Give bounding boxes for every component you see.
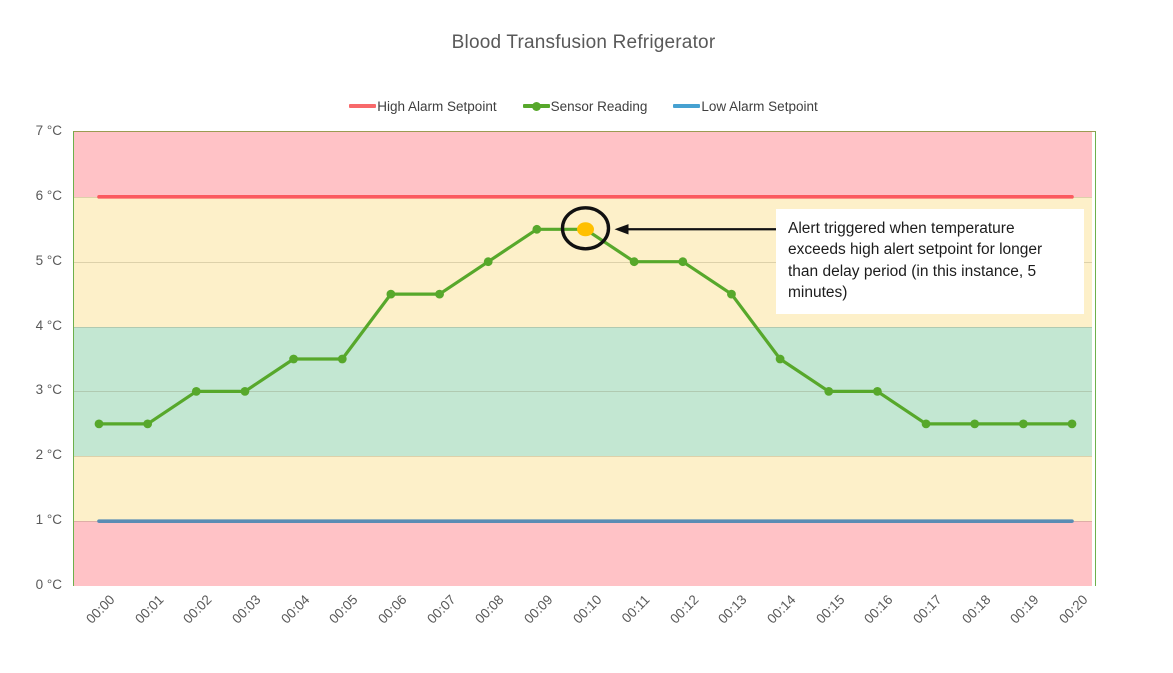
low-alarm-line-swatch — [673, 104, 701, 108]
y-axis-tick-label: 0 °C — [35, 577, 62, 592]
x-axis-tick-label: 00:17 — [910, 592, 945, 627]
y-axis-tick-label: 3 °C — [35, 382, 62, 398]
x-axis-tick-label: 00:12 — [666, 592, 702, 627]
gridline-2 — [74, 456, 1092, 458]
legend-label: Sensor Reading — [550, 98, 648, 114]
sensor-data-point — [678, 257, 688, 267]
chart-title: Blood Transfusion Refrigerator — [451, 32, 716, 53]
x-axis-tick-label: 00:10 — [569, 592, 605, 627]
x-axis-tick-label: 00:19 — [1007, 592, 1042, 627]
y-axis-tick-label: 4 °C — [35, 317, 62, 333]
x-axis-tick-label: 00:00 — [83, 592, 118, 627]
plot-area: Alert triggered when temperature exceeds… — [73, 131, 1096, 586]
y-axis-tick-label: 5 °C — [35, 252, 62, 268]
sensor-data-point — [386, 289, 396, 299]
legend-item-low-alarm: Low Alarm Setpoint — [673, 98, 818, 114]
x-axis-tick-label: 00:18 — [958, 592, 994, 627]
sensor-data-point — [94, 419, 104, 429]
y-axis-tick-label: 2 °C — [35, 447, 62, 463]
y-axis-tick-label: 1 °C — [35, 512, 62, 528]
x-axis-tick-label: 00:01 — [131, 592, 167, 627]
alert-circle-annotation — [560, 206, 611, 251]
chart-series-layer — [94, 195, 1077, 523]
high-alarm-line-swatch — [349, 104, 377, 108]
sensor-data-point — [727, 289, 736, 299]
legend-item-sensor-reading: Sensor Reading — [522, 98, 648, 114]
x-axis-tick-label: 00:20 — [1056, 592, 1091, 627]
sensor-data-point — [1018, 419, 1028, 429]
sensor-data-point — [435, 289, 444, 299]
alert-point — [577, 222, 594, 237]
y-axis-tick-label: 6 °C — [35, 187, 62, 203]
x-axis-tick-label: 00:05 — [326, 592, 361, 627]
legend-label: High Alarm Setpoint — [377, 98, 497, 114]
gridline-4 — [74, 326, 1092, 328]
sensor-data-point — [824, 387, 834, 396]
gridline-5 — [74, 261, 1092, 263]
legend-label: Low Alarm Setpoint — [701, 98, 818, 114]
x-axis-tick-label: 00:16 — [861, 592, 896, 627]
sensor-data-point — [629, 257, 639, 267]
x-axis-tick-label: 00:09 — [520, 592, 556, 627]
alert-annotation-box: Alert triggered when temperature exceeds… — [776, 209, 1084, 314]
sensor-data-point — [873, 387, 882, 396]
zone-band-alarm-high — [74, 132, 1092, 197]
x-axis-tick-label: 00:15 — [812, 592, 848, 627]
y-axis-tick-label: 7 °C — [35, 123, 62, 138]
sensor-data-point — [191, 387, 201, 396]
x-axis-tick-label: 00:03 — [229, 592, 264, 627]
sensor-data-point — [970, 419, 980, 429]
gridline-3 — [74, 391, 1092, 393]
sensor-data-point — [337, 354, 347, 364]
sensor-data-point — [921, 419, 931, 429]
legend-item-high-alarm: High Alarm Setpoint — [349, 98, 497, 114]
x-axis-tick-label: 00:11 — [618, 592, 653, 626]
x-axis-tick-label: 00:14 — [764, 592, 799, 627]
annotation-arrow-head — [614, 224, 629, 235]
sensor-data-point — [1067, 419, 1077, 429]
sensor-data-point — [483, 257, 493, 267]
zone-band-alarm-low — [74, 521, 1092, 586]
x-axis-tick-label: 00:07 — [423, 592, 459, 627]
sensor-data-point — [289, 354, 298, 364]
zone-band-warning-low — [74, 456, 1092, 522]
sensor-reading-line-swatch — [522, 101, 550, 111]
sensor-data-point — [775, 354, 785, 364]
sensor-data-point — [532, 224, 542, 234]
x-axis-tick-label: 00:08 — [472, 592, 507, 627]
sensor-data-point — [143, 419, 153, 429]
x-axis-tick-label: 00:04 — [277, 592, 313, 627]
sensor-data-point — [240, 387, 250, 396]
legend: High Alarm Setpoint Sensor Reading Low A… — [73, 96, 1094, 116]
x-axis-tick-label: 00:13 — [715, 592, 751, 627]
x-axis-tick-label: 00:06 — [374, 592, 410, 627]
x-axis-tick-label: 00:02 — [180, 592, 215, 627]
